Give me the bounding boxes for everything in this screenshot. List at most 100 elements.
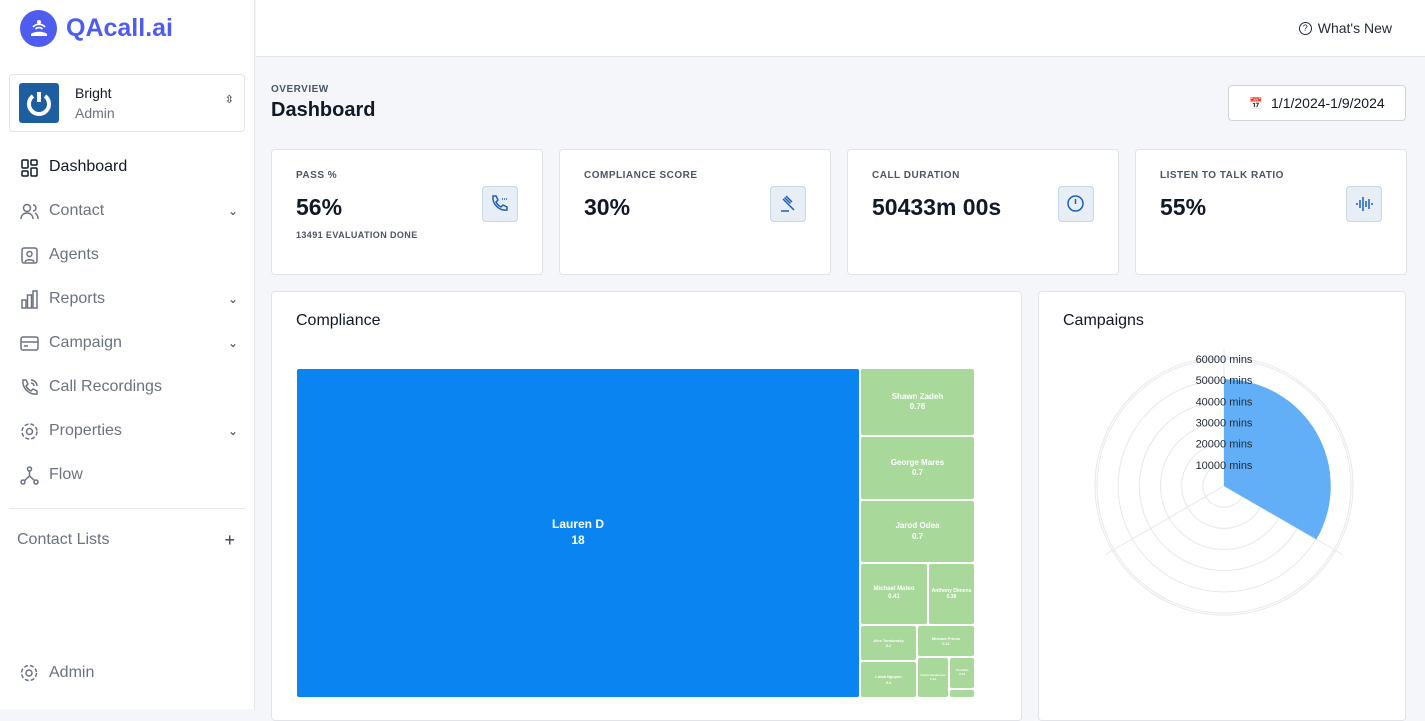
divider xyxy=(9,508,245,509)
stat-card-compliance-score: COMPLIANCE SCORE 30% xyxy=(559,149,831,275)
grid-spoke xyxy=(1223,485,1343,555)
stat-label: COMPLIANCE SCORE xyxy=(584,170,698,181)
card-icon xyxy=(18,332,40,354)
date-range-value: 1/1/2024-1/9/2024 xyxy=(1271,95,1385,111)
chevron-down-icon[interactable]: ⌄ xyxy=(227,424,238,438)
sidebar-item-flow[interactable]: Flow xyxy=(18,460,240,490)
treemap-cell[interactable] xyxy=(950,690,974,697)
sidebar-item-campaign[interactable]: Campaign ⌄ xyxy=(18,328,240,358)
sidebar-item-label: Reports xyxy=(49,290,106,307)
cell-value: 0.7 xyxy=(911,531,924,541)
cell-label: Michael Prinos xyxy=(931,635,961,641)
campaigns-title: Campaigns xyxy=(1063,312,1144,329)
treemap-cell[interactable]: George Mares 0.7 xyxy=(861,437,974,499)
cell-value: 0.76 xyxy=(909,402,926,411)
sidebar: QAcall.ai Bright Admin ⇳ Dashboard Contact… xyxy=(0,0,255,709)
add-contact-list-button[interactable]: + xyxy=(224,529,235,550)
org-role: Admin xyxy=(75,105,115,121)
sidebar-item-properties[interactable]: Properties ⌄ xyxy=(18,416,240,446)
contact-lists-label: Contact Lists xyxy=(17,531,110,548)
cell-value: 0.04 xyxy=(959,672,965,676)
dashboard-icon xyxy=(18,156,40,178)
sidebar-item-label: Flow xyxy=(49,466,83,483)
calendar-icon: 📅 xyxy=(1249,97,1264,110)
campaigns-polar-chart: 10000 mins 20000 mins 30000 mins 40000 mins… xyxy=(1094,349,1354,616)
sidebar-item-reports[interactable]: Reports ⌄ xyxy=(18,284,240,314)
cell-label: Linda Nguyen xyxy=(875,674,902,680)
chevron-down-icon[interactable]: ⌄ xyxy=(227,204,238,218)
cell-value: 0.7 xyxy=(911,468,924,477)
treemap-cell[interactable]: Tom Ellis 0.04 xyxy=(950,658,974,688)
treemap-cell[interactable]: Linda Nguyen 0.2 xyxy=(861,662,916,697)
gear-icon xyxy=(18,420,40,442)
sidebar-item-admin[interactable]: Admin xyxy=(18,658,240,688)
stat-value: 30% xyxy=(584,194,631,220)
bar-chart-icon xyxy=(18,288,40,310)
sidebar-item-label: Properties xyxy=(49,422,122,439)
users-icon xyxy=(18,200,40,222)
tick-label: 20000 mins xyxy=(1196,439,1253,451)
sidebar-item-label: Dashboard xyxy=(49,158,128,175)
sidebar-item-label: Campaign xyxy=(49,334,122,351)
stat-subtext: 13491 EVALUATION DONE xyxy=(296,230,418,240)
tick-label: 40000 mins xyxy=(1196,396,1253,408)
topbar: ? What's New xyxy=(256,0,1425,57)
compliance-title: Compliance xyxy=(296,312,381,329)
org-avatar xyxy=(19,83,59,123)
polar-segment xyxy=(1224,379,1331,540)
stat-card-call-duration: CALL DURATION 50433m 00s xyxy=(847,149,1119,275)
cell-label: Kevin Henderson xyxy=(920,672,946,677)
agent-icon xyxy=(18,244,40,266)
cell-value: 0.2 xyxy=(885,643,892,648)
chevron-down-icon[interactable]: ⌄ xyxy=(227,336,238,350)
cell-value: 18 xyxy=(571,533,585,547)
cell-label: George Mares xyxy=(890,457,945,467)
tick-label: 30000 mins xyxy=(1196,418,1253,430)
sidebar-item-agents[interactable]: Agents xyxy=(18,240,240,270)
cell-label: Alex Tendonsky xyxy=(873,637,904,643)
cell-label: Tom Ellis xyxy=(955,668,969,673)
page-title: Dashboard xyxy=(271,99,376,121)
whats-new-label: What's New xyxy=(1317,20,1392,36)
cell-label: Anthony Dimens xyxy=(931,587,972,594)
stat-label: CALL DURATION xyxy=(872,170,960,181)
stat-label: LISTEN TO TALK RATIO xyxy=(1160,170,1284,181)
org-switcher[interactable]: Bright Admin ⇳ xyxy=(9,74,245,132)
contact-lists: Contact Lists + xyxy=(17,525,239,555)
cell-label: Shawn Zadeh xyxy=(891,391,944,401)
treemap-cell[interactable]: Anthony Dimens 0.38 xyxy=(929,564,974,624)
stat-card-pass-: PASS % 56% 13491 EVALUATION DONE xyxy=(271,149,543,275)
logo[interactable]: QAcall.ai xyxy=(20,10,173,47)
treemap-cell[interactable]: Alex Tendonsky 0.2 xyxy=(861,626,916,660)
sidebar-item-contact[interactable]: Contact ⌄ xyxy=(18,196,240,226)
overline: OVERVIEW xyxy=(271,84,329,95)
tick-label: 50000 mins xyxy=(1196,375,1253,387)
treemap-cell[interactable]: Shawn Zadeh 0.76 xyxy=(861,369,974,435)
date-range-picker[interactable]: 📅 1/1/2024-1/9/2024 xyxy=(1228,85,1406,121)
stat-value: 56% xyxy=(296,194,343,220)
cell-value: 0.41 xyxy=(888,594,900,600)
treemap-cell[interactable]: Jarod Odea 0.7 xyxy=(861,501,974,562)
logo-icon xyxy=(20,10,57,47)
gear-icon xyxy=(18,662,40,684)
treemap-cell[interactable]: Lauren D 18 xyxy=(297,369,859,697)
flow-icon xyxy=(18,464,40,486)
sidebar-item-label: Contact xyxy=(49,202,105,219)
sidebar-item-label: Agents xyxy=(49,246,99,263)
stat-label: PASS % xyxy=(296,170,338,181)
cell-label: Jarod Odea xyxy=(895,521,940,531)
treemap-cell[interactable]: Kevin Henderson 0.13 xyxy=(918,658,948,697)
campaigns-panel: Campaigns xyxy=(1038,291,1406,721)
sidebar-item-dashboard[interactable]: Dashboard xyxy=(18,152,240,182)
treemap-cell[interactable]: Michael Mateo 0.41 xyxy=(861,564,927,624)
info-icon: ? xyxy=(1298,21,1312,35)
whats-new-button[interactable]: ? What's New xyxy=(1298,20,1392,36)
chevron-up-down-icon: ⇳ xyxy=(224,94,234,106)
chevron-down-icon[interactable]: ⌄ xyxy=(227,292,238,306)
sidebar-item-call-recordings[interactable]: Call Recordings xyxy=(18,372,240,402)
tick-label: 60000 mins xyxy=(1196,354,1253,366)
audio-wave-icon xyxy=(1346,186,1382,222)
treemap-cell[interactable]: Michael Prinos 0.11 xyxy=(918,626,974,656)
cell-label: Lauren D xyxy=(551,517,604,532)
admin-label: Admin xyxy=(49,664,95,681)
